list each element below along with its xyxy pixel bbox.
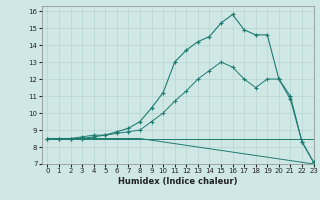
X-axis label: Humidex (Indice chaleur): Humidex (Indice chaleur) [118,177,237,186]
